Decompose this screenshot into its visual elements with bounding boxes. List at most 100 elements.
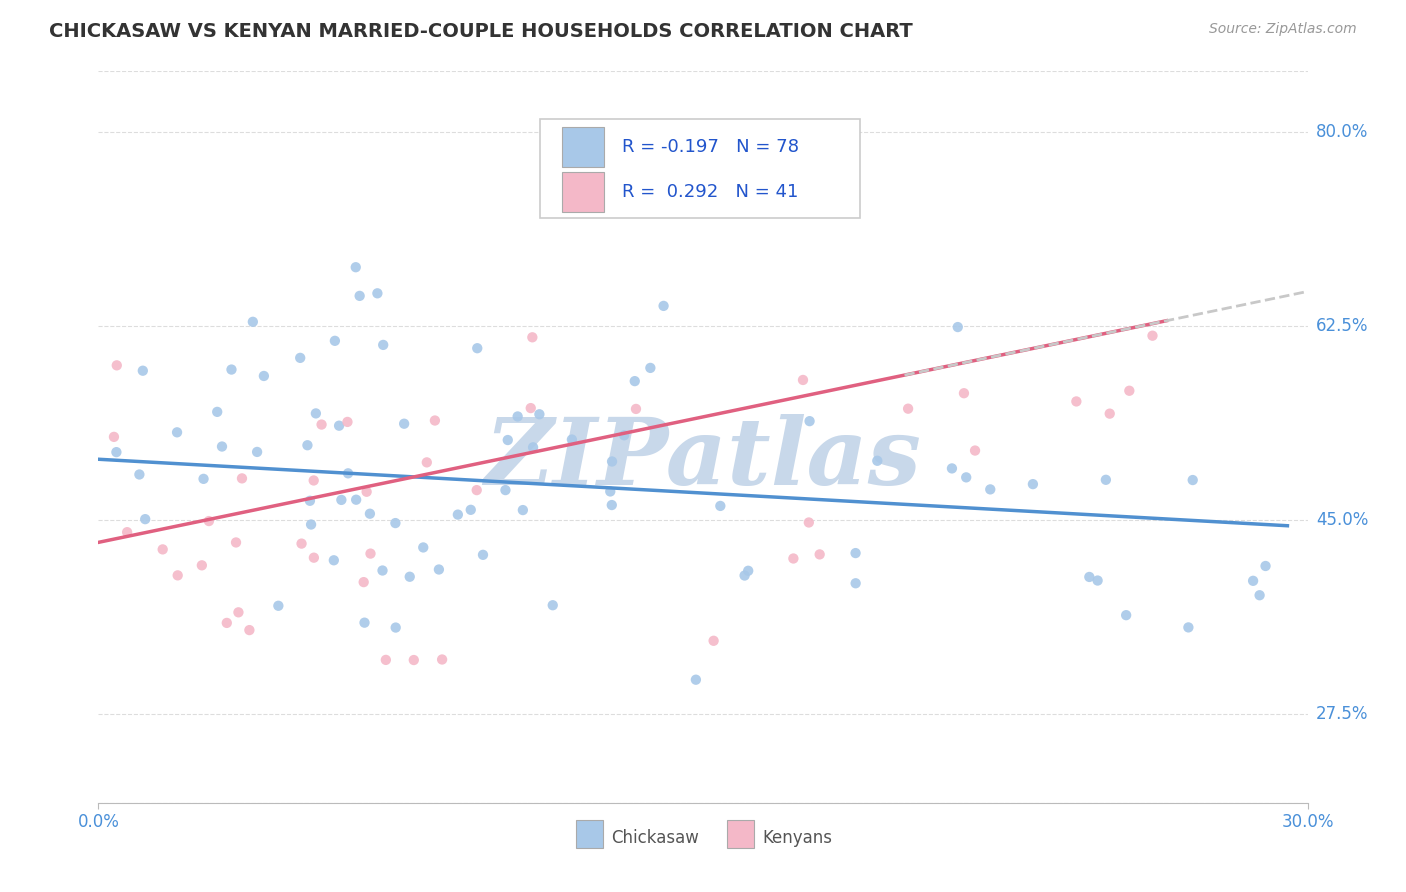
Point [225, 535, 247, 549]
Point [211, 440, 233, 454]
Point [416, 455, 439, 469]
FancyBboxPatch shape [540, 119, 860, 218]
Point [360, 547, 382, 561]
Point [623, 374, 645, 388]
Point [193, 472, 215, 486]
Point [561, 433, 583, 447]
Point [709, 499, 731, 513]
Point [115, 525, 138, 540]
Text: Source: ZipAtlas.com: Source: ZipAtlas.com [1209, 22, 1357, 37]
Point [845, 576, 868, 591]
Point [356, 484, 378, 499]
Point [866, 454, 889, 468]
FancyBboxPatch shape [561, 172, 603, 212]
Point [541, 599, 564, 613]
Point [430, 652, 453, 666]
Point [384, 621, 406, 635]
Point [1181, 473, 1204, 487]
Point [600, 498, 623, 512]
Point [652, 299, 675, 313]
Text: Kenyans: Kenyans [762, 829, 832, 847]
Point [1142, 328, 1164, 343]
Point [328, 418, 350, 433]
Point [242, 315, 264, 329]
Point [1066, 394, 1088, 409]
Point [323, 334, 346, 348]
Point [337, 467, 360, 481]
Point [412, 541, 434, 555]
Point [465, 483, 488, 497]
Point [963, 443, 986, 458]
Point [955, 470, 977, 484]
Point [302, 474, 325, 488]
Text: 80.0%: 80.0% [1316, 123, 1368, 141]
Point [808, 548, 831, 562]
Point [402, 653, 425, 667]
Point [845, 546, 868, 560]
Point [297, 438, 319, 452]
Point [522, 330, 544, 344]
Point [128, 467, 150, 482]
Point [349, 289, 371, 303]
Point [231, 471, 253, 485]
Text: ZIPatlas: ZIPatlas [485, 414, 921, 504]
Text: 27.5%: 27.5% [1316, 706, 1368, 723]
Point [496, 433, 519, 447]
Point [1098, 407, 1121, 421]
Point [946, 320, 969, 334]
Point [797, 516, 820, 530]
Text: Chickasaw: Chickasaw [612, 829, 699, 847]
Point [1254, 559, 1277, 574]
Point [305, 406, 328, 420]
Point [613, 428, 636, 442]
Point [374, 653, 396, 667]
Point [290, 536, 312, 550]
Point [1118, 384, 1140, 398]
Point [472, 548, 495, 562]
Point [105, 359, 128, 373]
Point [599, 484, 621, 499]
Point [392, 417, 415, 431]
Point [353, 615, 375, 630]
Point [105, 445, 128, 459]
Point [221, 362, 243, 376]
Point [447, 508, 470, 522]
Point [366, 286, 388, 301]
Point [1115, 608, 1137, 623]
Point [344, 260, 367, 275]
Text: 62.5%: 62.5% [1316, 318, 1368, 335]
Point [384, 516, 406, 530]
Text: CHICKASAW VS KENYAN MARRIED-COUPLE HOUSEHOLDS CORRELATION CHART: CHICKASAW VS KENYAN MARRIED-COUPLE HOUSE… [49, 22, 912, 41]
Point [191, 558, 214, 573]
Point [1022, 477, 1045, 491]
Point [897, 401, 920, 416]
Point [640, 360, 662, 375]
Point [600, 454, 623, 468]
Text: 45.0%: 45.0% [1316, 511, 1368, 529]
Point [522, 440, 544, 454]
Point [371, 564, 394, 578]
Point [519, 401, 541, 416]
Point [353, 575, 375, 590]
Point [103, 430, 125, 444]
Point [215, 615, 238, 630]
Point [1249, 588, 1271, 602]
Point [311, 417, 333, 432]
Point [205, 405, 228, 419]
Point [494, 483, 516, 497]
Point [737, 564, 759, 578]
Text: R =  0.292   N = 41: R = 0.292 N = 41 [621, 183, 799, 201]
FancyBboxPatch shape [561, 127, 603, 167]
Point [979, 483, 1001, 497]
Point [529, 407, 551, 421]
Point [465, 341, 488, 355]
Point [792, 373, 814, 387]
Point [166, 568, 188, 582]
Point [703, 633, 725, 648]
Point [298, 493, 321, 508]
Point [624, 401, 647, 416]
FancyBboxPatch shape [576, 821, 603, 848]
Point [1078, 570, 1101, 584]
Point [134, 512, 156, 526]
Point [1095, 473, 1118, 487]
